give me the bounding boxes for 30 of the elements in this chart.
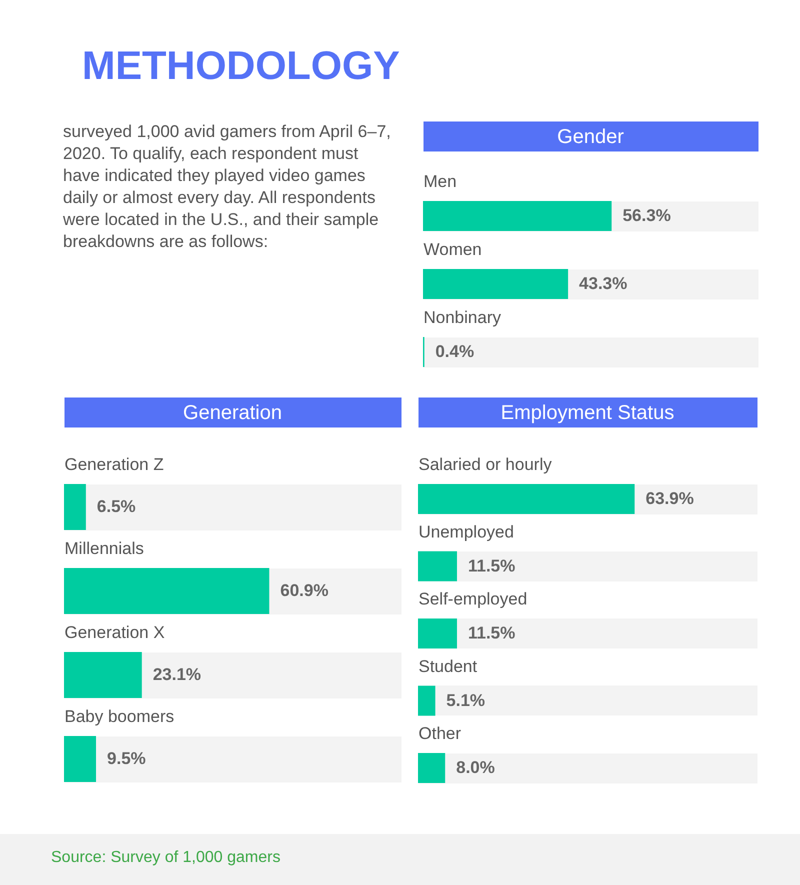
y-tick-label: Self-employed — [418, 590, 528, 608]
y-tick-label: Baby boomers — [64, 707, 174, 726]
y-tick-label: Unemployed — [418, 522, 514, 542]
data-label: 0.4% — [435, 342, 474, 361]
data-label: 8.0% — [456, 758, 495, 777]
data-label: 56.3% — [622, 206, 671, 225]
data-label: 11.5% — [468, 624, 516, 642]
y-tick-label: Women — [424, 240, 482, 259]
data-label: 23.1% — [152, 665, 202, 684]
data-label: 43.3% — [579, 274, 628, 293]
data-label: 11.5% — [468, 556, 516, 576]
source-note: Source: Survey of 1,000 gamers — [51, 849, 280, 866]
data-label: 6.5% — [96, 497, 136, 516]
text: surveyed 1,000 avid gamers from April 6–7, 2020. To qualify, each respondent must have indicated they played video games daily or almost every day. All respondents were located in the U.S., and their sample breakdowns are as follows: — [62, 122, 391, 251]
chart-title: Employment Status — [500, 402, 674, 424]
y-tick-label: Nonbinary — [424, 308, 502, 327]
y-tick-label: Salaried or hourly — [418, 455, 552, 474]
chart-title: Generation — [183, 402, 282, 424]
y-tick-label: Other — [418, 724, 462, 743]
data-label: 60.9% — [280, 581, 328, 600]
y-tick-label: Generation Z — [64, 455, 164, 474]
data-label: 5.1% — [446, 690, 486, 710]
y-tick-label: Men — [424, 172, 457, 191]
y-tick-label: Student — [418, 656, 478, 676]
y-tick-label: Millennials — [64, 539, 144, 558]
text: METHODOLOGY — [82, 44, 400, 88]
data-label: 63.9% — [646, 489, 694, 508]
data-label: 9.5% — [107, 749, 146, 768]
y-tick-label: Generation X — [64, 623, 165, 642]
chart-title: Gender — [557, 126, 624, 148]
